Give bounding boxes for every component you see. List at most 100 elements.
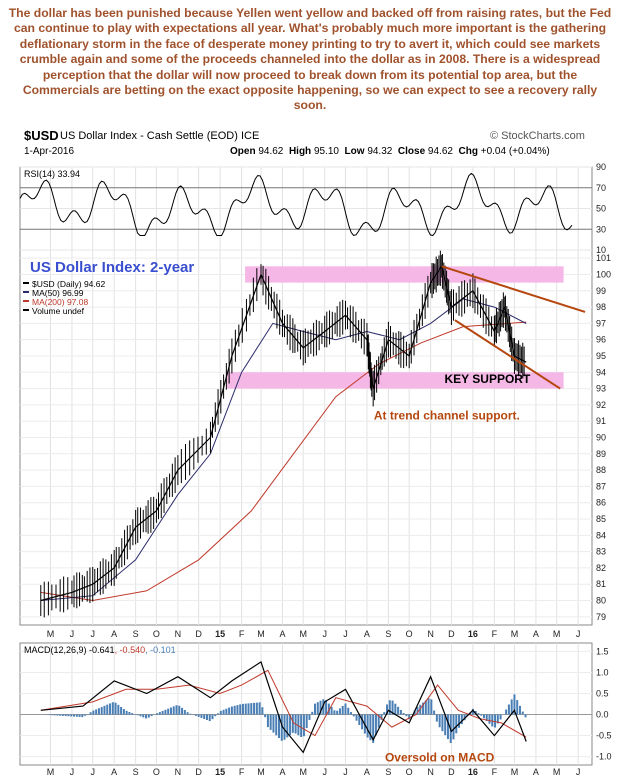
macd-y-tick-label: 0.5: [596, 688, 609, 698]
price-x-tick-label: S: [385, 629, 391, 639]
macd-line: [40, 660, 527, 754]
price-x-tick-label: A: [111, 629, 117, 639]
stockcharts-logo: © StockCharts.com: [490, 130, 585, 142]
resistance-band: [245, 266, 564, 283]
macd-x-tick-label: A: [533, 767, 539, 777]
macd-x-tick-label: 16: [468, 767, 478, 777]
macd-x-tick-label: S: [133, 767, 139, 777]
price-y-tick-label: 79: [596, 612, 606, 622]
macd-x-tick-label: M: [257, 767, 265, 777]
rsi-y-tick-label: 50: [596, 204, 606, 214]
macd-x-tick-label: D: [195, 767, 202, 777]
price-x-tick-label: A: [533, 629, 539, 639]
price-y-tick-label: 80: [596, 596, 606, 606]
macd-y-tick-label: -0.5: [596, 731, 612, 741]
macd-x-tick-label: F: [492, 767, 498, 777]
price-x-tick-label: M: [47, 629, 55, 639]
macd-y-tick-label: -1.0: [596, 752, 612, 762]
macd-x-tick-label: M: [511, 767, 519, 777]
price-y-tick-label: 97: [596, 318, 606, 328]
macd-legend-part: MACD(12,26,9): [24, 645, 87, 655]
ma50-line: [40, 298, 527, 601]
price-y-tick-label: 82: [596, 563, 606, 573]
price-y-tick-label: 90: [596, 433, 606, 443]
price-x-tick-label: S: [133, 629, 139, 639]
chart-symbol: $USD: [24, 128, 59, 143]
macd-y-tick-label: 0.0: [596, 710, 609, 720]
legend-swatch: [23, 300, 29, 302]
price-y-tick-label: 84: [596, 530, 606, 540]
price-x-tick-label: F: [239, 629, 245, 639]
rsi-y-tick-label: 30: [596, 224, 606, 234]
chart-date: 1-Apr-2016: [24, 146, 75, 157]
macd-x-tick-label: N: [175, 767, 182, 777]
macd-x-tick-label: M: [299, 767, 307, 777]
price-x-tick-label: M: [553, 629, 561, 639]
price-y-tick-label: 86: [596, 498, 606, 508]
support-band: [227, 372, 564, 389]
price-y-tick-label: 88: [596, 465, 606, 475]
price-legend-item: MA(200) 97.08: [32, 297, 88, 307]
key-support-label: KEY SUPPORT: [444, 372, 530, 386]
chart-name: US Dollar Index - Cash Settle (EOD) ICE: [60, 130, 260, 142]
price-chart-title: US Dollar Index: 2-year: [30, 259, 194, 276]
macd-legend: MACD(12,26,9) -0.641, -0.540, -0.101: [24, 645, 176, 655]
price-x-tick-label: J: [576, 629, 581, 639]
price-legend-item: $USD (Daily) 94.62: [32, 279, 105, 289]
rsi-line: [19, 172, 573, 237]
price-x-tick-label: O: [153, 629, 160, 639]
macd-y-tick-label: 1.5: [596, 646, 609, 656]
price-legend-item: MA(50) 96.99: [32, 288, 84, 298]
commentary-text: The dollar has been punished because Yel…: [8, 6, 612, 113]
macd-x-tick-label: J: [70, 767, 75, 777]
trend-channel-annotation: At trend channel support.: [374, 409, 520, 423]
price-x-tick-label: A: [279, 629, 285, 639]
price-y-tick-label: 96: [596, 335, 606, 345]
price-x-tick-label: M: [299, 629, 307, 639]
macd-legend-part: , -0.540: [115, 645, 146, 655]
price-x-tick-label: N: [427, 629, 434, 639]
macd-legend-part: , -0.101: [145, 645, 176, 655]
price-x-tick-label: 15: [215, 629, 225, 639]
macd-x-tick-label: O: [406, 767, 413, 777]
price-x-tick-label: 16: [468, 629, 478, 639]
macd-x-tick-label: A: [364, 767, 370, 777]
price-y-tick-label: 91: [596, 416, 606, 426]
price-y-tick-label: 101: [596, 253, 611, 263]
macd-x-tick-label: J: [90, 767, 95, 777]
price-x-tick-label: D: [195, 629, 202, 639]
price-x-tick-label: N: [175, 629, 182, 639]
upper-trendline: [441, 265, 586, 313]
price-x-tick-label: J: [322, 629, 327, 639]
price-y-tick-label: 81: [596, 579, 606, 589]
price-x-tick-label: M: [511, 629, 519, 639]
price-x-tick-label: J: [343, 629, 348, 639]
price-y-tick-label: 87: [596, 481, 606, 491]
legend-swatch: [23, 282, 29, 284]
macd-x-tick-label: O: [153, 767, 160, 777]
macd-x-tick-label: J: [322, 767, 327, 777]
rsi-y-tick-label: 90: [596, 162, 606, 172]
rsi-legend: RSI(14) 33.94: [24, 169, 80, 179]
price-x-tick-label: M: [257, 629, 265, 639]
price-y-tick-label: 100: [596, 269, 611, 279]
lower-trendline: [454, 319, 561, 390]
price-x-tick-label: O: [406, 629, 413, 639]
macd-x-tick-label: D: [448, 767, 455, 777]
macd-oversold-annotation: Oversold on MACD: [385, 751, 495, 765]
ma200-line: [40, 321, 527, 602]
rsi-y-tick-label: 10: [596, 245, 606, 255]
macd-x-tick-label: S: [385, 767, 391, 777]
macd-x-tick-label: 15: [215, 767, 225, 777]
price-y-tick-label: 94: [596, 367, 606, 377]
price-y-tick-label: 92: [596, 400, 606, 410]
price-y-tick-label: 85: [596, 514, 606, 524]
macd-x-tick-label: F: [239, 767, 245, 777]
price-x-tick-label: D: [448, 629, 455, 639]
macd-x-tick-label: A: [279, 767, 285, 777]
price-y-tick-label: 93: [596, 384, 606, 394]
macd-x-tick-label: A: [111, 767, 117, 777]
price-y-tick-label: 95: [596, 351, 606, 361]
price-y-tick-label: 99: [596, 286, 606, 296]
